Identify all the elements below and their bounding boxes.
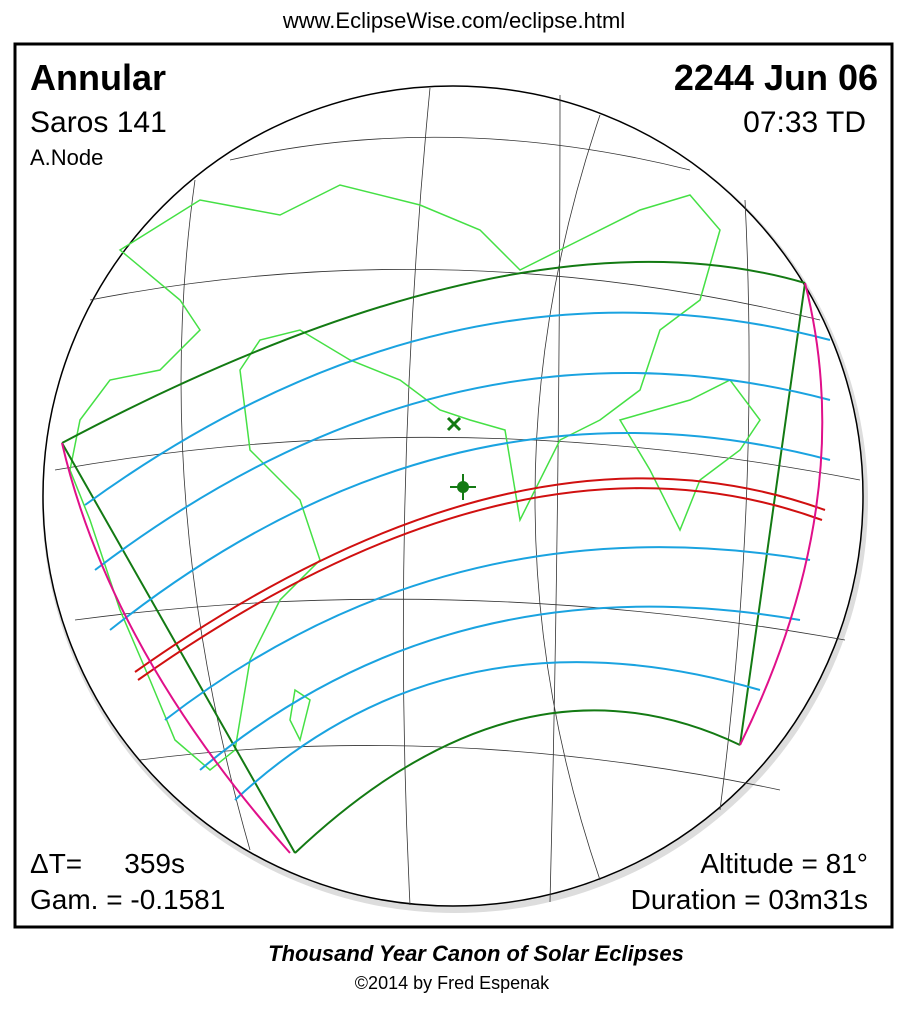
footer-title: Thousand Year Canon of Solar Eclipses [268, 941, 684, 966]
globe [42, 85, 868, 913]
eclipse-date: 2244 Jun 06 [674, 57, 878, 98]
delta-t: 359s [124, 848, 185, 879]
saros: Saros 141 [30, 106, 167, 139]
gamma: Gam. = -0.1581 [30, 884, 225, 915]
altitude: Altitude = 81° [700, 848, 868, 879]
eclipse-type: Annular [30, 57, 166, 98]
url: www.EclipseWise.com/eclipse.html [282, 8, 625, 33]
node: A.Node [30, 145, 103, 170]
copyright: ©2014 by Fred Espenak [355, 973, 550, 993]
time: 07:33 TD [743, 106, 866, 139]
delta-t-label: ΔT= [30, 848, 82, 879]
duration: Duration = 03m31s [631, 884, 868, 915]
